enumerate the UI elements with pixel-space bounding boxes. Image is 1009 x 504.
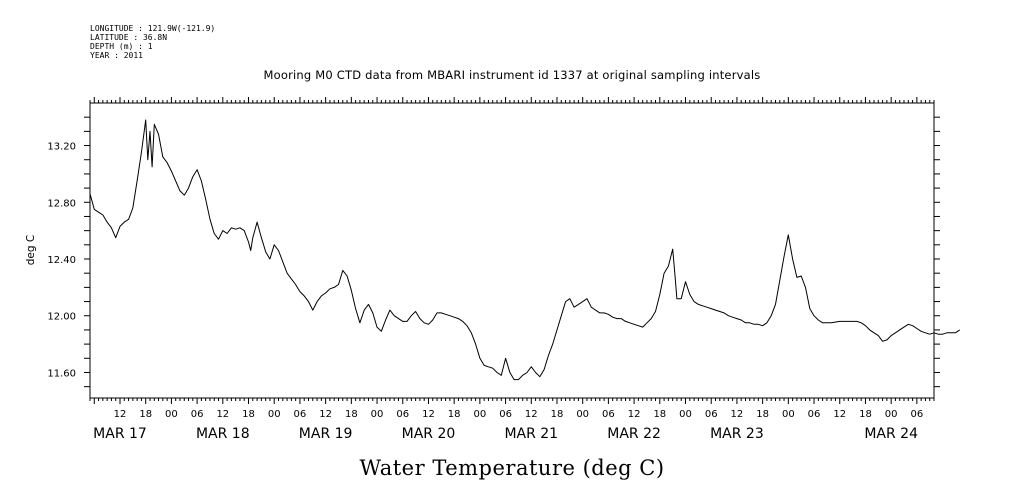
x-day-tick-label: MAR 23: [710, 426, 764, 442]
x-hour-tick-label: 12: [216, 409, 229, 420]
x-hour-tick-label: 12: [525, 409, 538, 420]
y-tick-label: 12.80: [47, 198, 76, 209]
x-hour-tick-label: 06: [808, 409, 821, 420]
x-hour-tick-label: 06: [499, 409, 512, 420]
x-hour-tick-label: 00: [885, 409, 898, 420]
x-hour-tick-label: 12: [114, 409, 127, 420]
x-hour-tick-label: 06: [910, 409, 923, 420]
x-day-tick-label: MAR 22: [607, 426, 661, 442]
x-day-tick-label: MAR 18: [196, 426, 250, 442]
x-hour-tick-label: 18: [242, 409, 255, 420]
latitude-label: LATITUDE : 36.8N: [90, 33, 167, 42]
x-day-tick-label: MAR 21: [504, 426, 558, 442]
y-tick-label: 12.00: [47, 312, 76, 323]
x-hour-tick-label: 18: [653, 409, 666, 420]
x-hour-tick-label: 18: [448, 409, 461, 420]
x-day-tick-label: MAR 20: [402, 426, 456, 442]
x-hour-tick-label: 06: [396, 409, 409, 420]
x-hour-tick-label: 18: [756, 409, 769, 420]
x-day-tick-label: MAR 17: [93, 426, 147, 442]
y-tick-label: 11.60: [47, 368, 76, 379]
x-hour-tick-label: 00: [268, 409, 281, 420]
x-hour-tick-label: 12: [319, 409, 332, 420]
x-day-tick-label: MAR 24: [864, 426, 918, 442]
x-hour-tick-label: 00: [782, 409, 795, 420]
x-hour-tick-label: 06: [294, 409, 307, 420]
x-hour-tick-label: 12: [833, 409, 846, 420]
x-hour-tick-label: 18: [551, 409, 564, 420]
y-axis-label: deg C: [25, 235, 37, 265]
temperature-series-line: [89, 119, 960, 381]
x-hour-tick-label: 12: [628, 409, 641, 420]
x-hour-tick-label: 12: [422, 409, 435, 420]
x-hour-tick-label: 00: [165, 409, 178, 420]
x-hour-tick-label: 00: [371, 409, 384, 420]
x-hour-tick-label: 06: [705, 409, 718, 420]
series-layer: [89, 119, 960, 381]
chart-title: Mooring M0 CTD data from MBARI instrumen…: [264, 68, 761, 82]
longitude-label: LONGITUDE : 121.9W(-121.9): [90, 24, 215, 33]
x-day-tick-label: MAR 19: [299, 426, 353, 442]
x-hour-tick-label: 18: [859, 409, 872, 420]
y-tick-label: 13.20: [47, 142, 76, 153]
x-hour-tick-label: 06: [191, 409, 204, 420]
x-hour-tick-label: 18: [345, 409, 358, 420]
x-axis-title: Water Temperature (deg C): [359, 456, 664, 480]
x-hour-tick-label: 00: [576, 409, 589, 420]
x-hour-tick-label: 00: [474, 409, 487, 420]
metadata-block: LONGITUDE : 121.9W(-121.9) LATITUDE : 36…: [90, 24, 215, 60]
x-hour-tick-label: 18: [139, 409, 152, 420]
plot-frame: [89, 102, 935, 399]
year-label: YEAR : 2011: [90, 51, 143, 60]
y-tick-label: 12.40: [47, 255, 76, 266]
x-hour-tick-label: 06: [602, 409, 615, 420]
x-hour-tick-label: 00: [679, 409, 692, 420]
depth-label: DEPTH (m) : 1: [90, 42, 153, 51]
axes: 12 18 00 06 12 18 00 06 12 18 00 06 12 18 00 06 12 18 00 06…: [47, 97, 940, 442]
x-hour-tick-label: 12: [731, 409, 744, 420]
